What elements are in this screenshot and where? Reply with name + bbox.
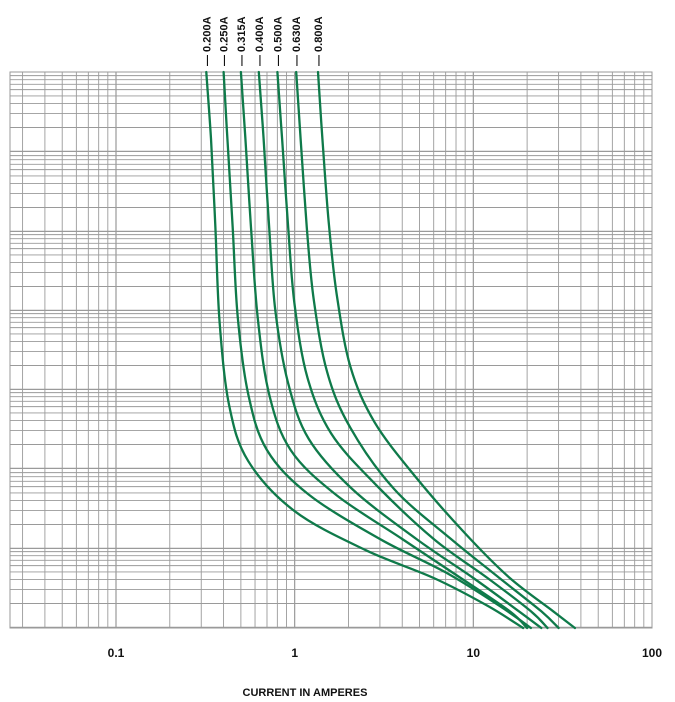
x-tick-label: 10: [467, 646, 481, 660]
series-label-0-315a: — 0.315A: [236, 16, 248, 66]
x-axis-title: CURRENT IN AMPERES: [243, 687, 368, 699]
series-label-0-500a: — 0.500A: [272, 16, 284, 66]
series-label-0-630a: — 0.630A: [291, 16, 303, 66]
series-label-0-800a: — 0.800A: [313, 16, 325, 66]
series-curve-0-250a: [222, 70, 533, 630]
x-tick-labels: 0.1 1 10 100: [108, 646, 663, 660]
series-label-0-400a: — 0.400A: [254, 16, 266, 66]
series-curve-0-200a: [205, 70, 525, 630]
series-curve-0-800a: [316, 70, 577, 630]
series-curve-0-400a: [257, 70, 543, 630]
chart-grid: [9, 71, 653, 629]
series-label-0-200a: — 0.200A: [201, 16, 213, 66]
series-curve-0-500a: [276, 70, 549, 630]
series-labels: — 0.200A — 0.250A — 0.315A — 0.400A — 0.500A…: [201, 16, 325, 66]
x-tick-label: 100: [642, 646, 662, 660]
series-curve-0-630a: [295, 70, 560, 630]
series-curves: [205, 70, 577, 630]
series-curve-0-315a: [239, 70, 529, 630]
x-tick-label: 0.1: [108, 646, 125, 660]
series-label-0-250a: — 0.250A: [219, 16, 231, 66]
x-tick-label: 1: [291, 646, 298, 660]
